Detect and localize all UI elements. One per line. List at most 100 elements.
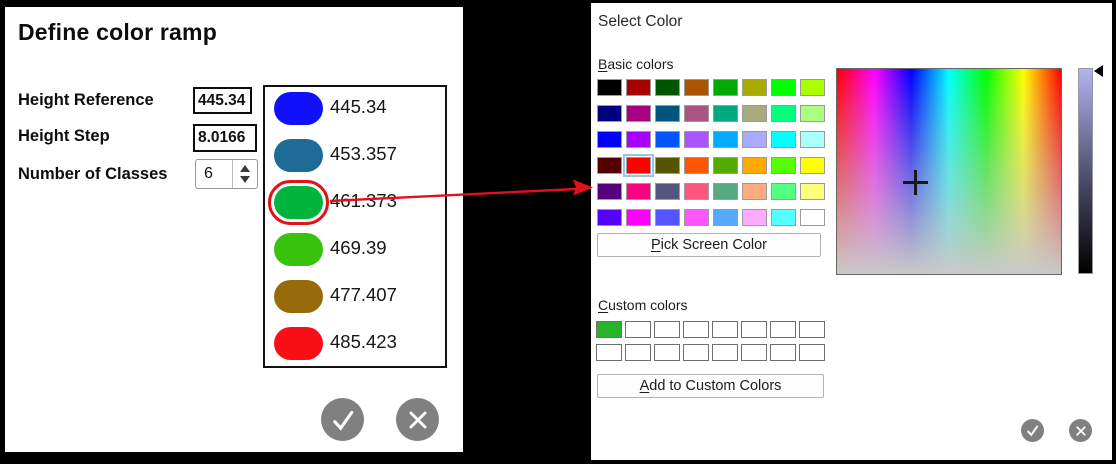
basic-color-swatch[interactable] — [626, 105, 651, 122]
custom-color-swatch[interactable] — [770, 321, 796, 338]
basic-color-swatch[interactable] — [800, 131, 825, 148]
height-step-label: Height Step — [18, 127, 110, 145]
ramp-value: 485.423 — [330, 331, 397, 352]
custom-color-swatch[interactable] — [799, 344, 825, 361]
basic-color-swatch[interactable] — [626, 183, 651, 200]
basic-color-swatch[interactable] — [684, 79, 709, 96]
basic-color-swatch[interactable] — [742, 209, 767, 226]
stepper-up-icon[interactable] — [240, 165, 250, 172]
basic-color-swatch[interactable] — [771, 209, 796, 226]
ramp-swatch[interactable] — [274, 233, 323, 266]
basic-color-swatch[interactable] — [597, 105, 622, 122]
ramp-swatch[interactable] — [268, 180, 329, 225]
number-of-classes-label: Number of Classes — [18, 165, 168, 183]
basic-color-swatch[interactable] — [655, 209, 680, 226]
custom-color-swatch[interactable] — [654, 344, 680, 361]
custom-color-swatch[interactable] — [625, 321, 651, 338]
basic-color-swatch[interactable] — [655, 157, 680, 174]
basic-color-swatch[interactable] — [597, 183, 622, 200]
number-of-classes-value: 6 — [204, 165, 213, 182]
basic-color-swatch[interactable] — [597, 209, 622, 226]
ramp-value: 469.39 — [330, 237, 387, 258]
custom-color-swatch[interactable] — [741, 344, 767, 361]
basic-color-swatch[interactable] — [684, 209, 709, 226]
ramp-swatch[interactable] — [274, 327, 323, 360]
add-to-custom-colors-button[interactable]: Add to Custom Colors — [597, 374, 824, 398]
basic-color-swatch[interactable] — [771, 157, 796, 174]
basic-color-swatch[interactable] — [626, 131, 651, 148]
basic-color-swatch[interactable] — [655, 105, 680, 122]
basic-color-swatch[interactable] — [684, 131, 709, 148]
height-reference-field[interactable]: 445.34 — [193, 87, 252, 114]
basic-color-swatch[interactable] — [655, 183, 680, 200]
basic-colors-label: Basic colors — [598, 56, 674, 72]
basic-color-swatch[interactable] — [597, 131, 622, 148]
hue-saturation-picker[interactable] — [836, 68, 1062, 275]
basic-color-swatch[interactable] — [800, 157, 825, 174]
custom-color-swatch[interactable] — [770, 344, 796, 361]
custom-color-swatch[interactable] — [596, 321, 622, 338]
basic-color-swatch[interactable] — [684, 183, 709, 200]
stepper-arrows — [232, 160, 257, 188]
height-step-field[interactable]: 8.0166 — [193, 124, 257, 152]
luminance-slider-handle-icon[interactable] — [1094, 65, 1103, 77]
pick-screen-color-button[interactable]: Pick Screen Color — [597, 233, 821, 257]
basic-color-swatch[interactable] — [800, 79, 825, 96]
custom-color-swatch[interactable] — [683, 344, 709, 361]
basic-color-swatch[interactable] — [771, 105, 796, 122]
custom-color-swatch[interactable] — [683, 321, 709, 338]
basic-color-swatch[interactable] — [623, 154, 654, 177]
basic-color-swatch[interactable] — [626, 79, 651, 96]
basic-color-swatch[interactable] — [713, 183, 738, 200]
basic-color-swatch[interactable] — [713, 209, 738, 226]
basic-color-swatch[interactable] — [771, 79, 796, 96]
basic-color-swatch[interactable] — [742, 157, 767, 174]
basic-color-swatch[interactable] — [742, 131, 767, 148]
ramp-value: 445.34 — [330, 96, 387, 117]
cancel-button[interactable] — [396, 398, 439, 441]
basic-color-swatch[interactable] — [800, 105, 825, 122]
custom-colors-grid — [596, 321, 831, 363]
custom-color-swatch[interactable] — [625, 344, 651, 361]
custom-color-swatch[interactable] — [712, 321, 738, 338]
custom-color-swatch[interactable] — [741, 321, 767, 338]
basic-color-swatch[interactable] — [713, 157, 738, 174]
custom-color-swatch[interactable] — [654, 321, 680, 338]
basic-color-swatch[interactable] — [655, 131, 680, 148]
basic-color-swatch[interactable] — [655, 79, 680, 96]
ok-button[interactable] — [1021, 419, 1044, 442]
basic-color-swatch[interactable] — [713, 105, 738, 122]
basic-color-swatch[interactable] — [713, 79, 738, 96]
luminance-slider[interactable] — [1078, 68, 1093, 274]
basic-color-swatch[interactable] — [597, 79, 622, 96]
crosshair-icon — [914, 170, 917, 195]
basic-color-swatch[interactable] — [684, 105, 709, 122]
stepper-down-icon[interactable] — [240, 176, 250, 183]
basic-color-swatch[interactable] — [800, 209, 825, 226]
ramp-swatch[interactable] — [274, 139, 323, 172]
ramp-value: 461.373 — [330, 190, 397, 211]
basic-color-swatch[interactable] — [742, 105, 767, 122]
ok-button[interactable] — [321, 398, 364, 441]
basic-color-swatch[interactable] — [713, 131, 738, 148]
basic-color-swatch[interactable] — [742, 183, 767, 200]
custom-color-swatch[interactable] — [799, 321, 825, 338]
basic-color-swatch[interactable] — [771, 131, 796, 148]
number-of-classes-stepper[interactable]: 6 — [195, 159, 258, 189]
ramp-swatch[interactable] — [274, 92, 323, 125]
close-icon — [409, 411, 426, 428]
custom-color-swatch[interactable] — [596, 344, 622, 361]
check-icon — [332, 410, 353, 431]
basic-color-swatch[interactable] — [800, 183, 825, 200]
cancel-button[interactable] — [1069, 419, 1092, 442]
ramp-swatch[interactable] — [274, 280, 323, 313]
basic-color-swatch[interactable] — [771, 183, 796, 200]
basic-color-swatch[interactable] — [626, 209, 651, 226]
select-color-dialog: Select Color Basic colors Pick Screen Co… — [591, 3, 1112, 460]
basic-color-swatch[interactable] — [742, 79, 767, 96]
custom-color-swatch[interactable] — [712, 344, 738, 361]
basic-color-swatch[interactable] — [597, 157, 622, 174]
basic-color-swatch[interactable] — [684, 157, 709, 174]
define-color-ramp-dialog: Define color ramp Height Reference 445.3… — [5, 7, 463, 452]
